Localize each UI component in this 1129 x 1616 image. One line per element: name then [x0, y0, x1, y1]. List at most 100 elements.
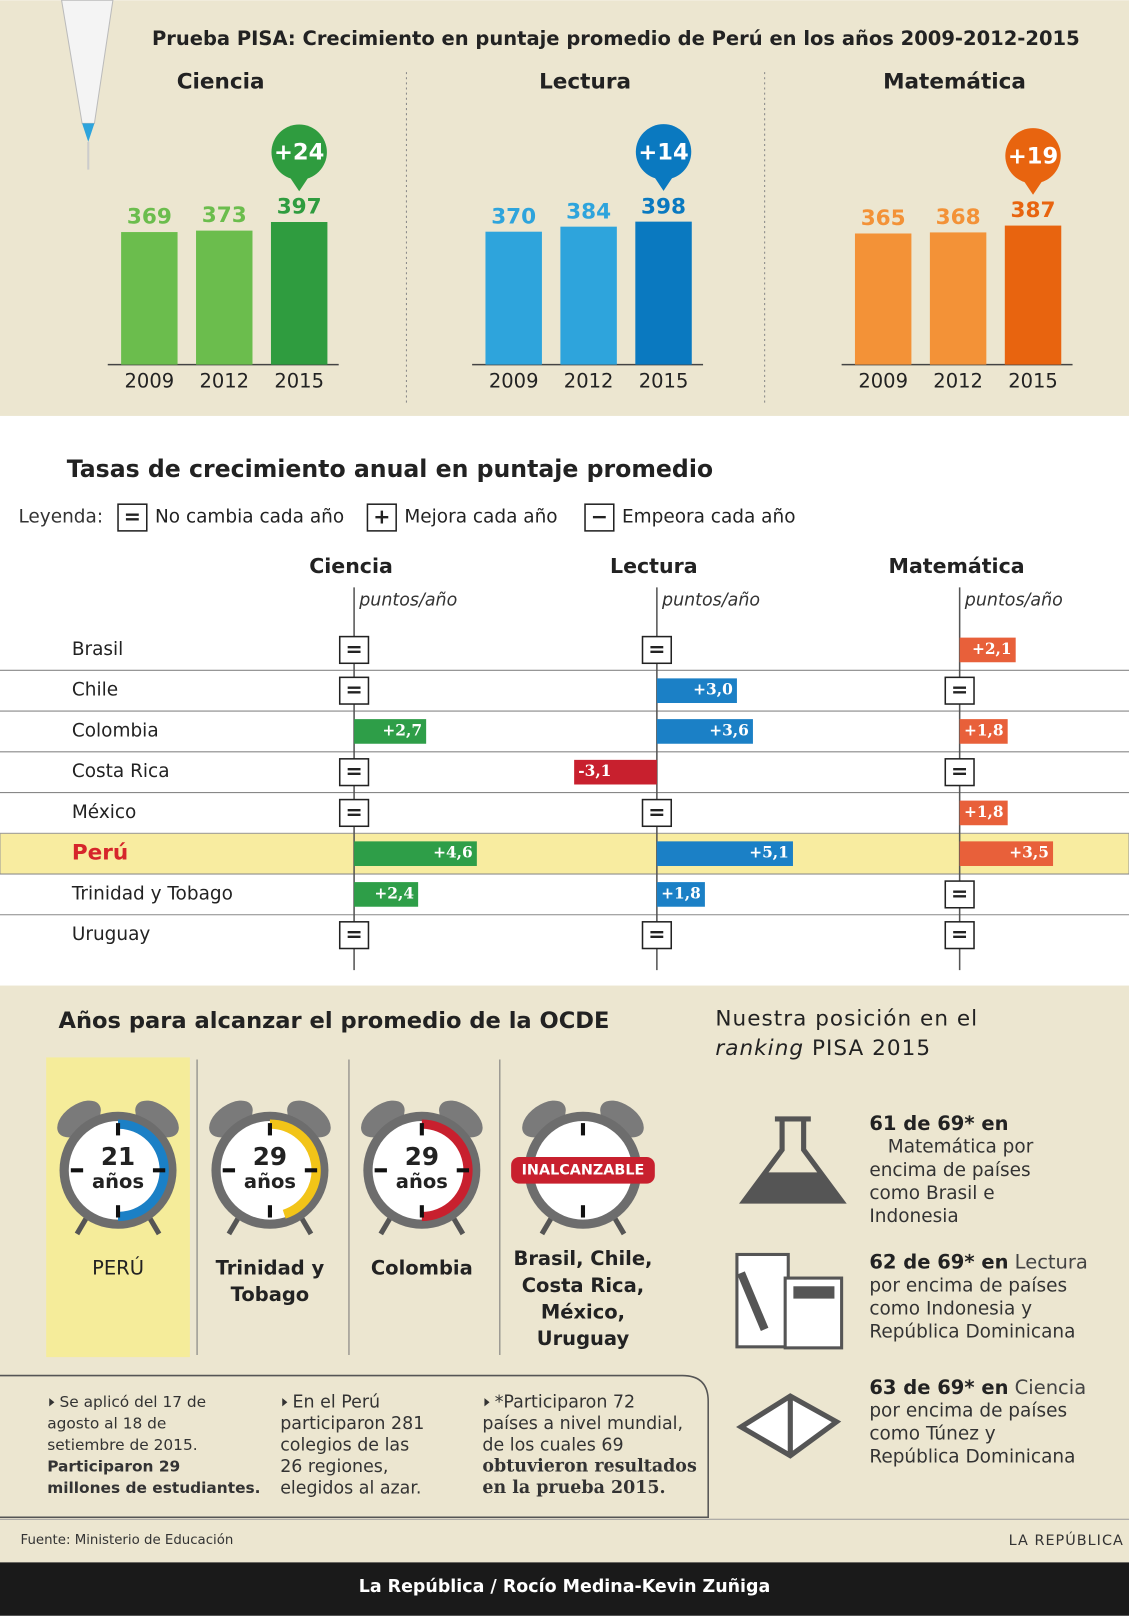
- value-label: 370: [491, 204, 536, 229]
- value-label: 368: [936, 205, 981, 230]
- note-bold: obtuvieron resultados: [482, 1456, 697, 1476]
- legend-symbol: +: [373, 505, 390, 529]
- note-text: participaron 281: [280, 1414, 424, 1434]
- note-text: agosto al 18 de: [47, 1414, 166, 1432]
- clock-unit: años: [92, 1170, 144, 1193]
- no-change-symbol: =: [345, 637, 362, 661]
- value-label: 384: [566, 199, 611, 224]
- note-text: elegidos al azar.: [280, 1478, 421, 1498]
- note-text: En el Perú: [293, 1392, 381, 1412]
- value-label: 365: [861, 206, 906, 231]
- bar: [271, 222, 327, 365]
- rank-text: República Dominicana: [869, 1447, 1075, 1468]
- note-text: setiembre de 2015.: [47, 1436, 197, 1454]
- growth-label: +2,7: [382, 721, 422, 739]
- rank-text: como Brasil e: [869, 1183, 994, 1204]
- ranking-title: ranking PISA 2015: [715, 1036, 931, 1061]
- country-label: Trinidad y Tobago: [71, 883, 233, 904]
- bar: [930, 232, 986, 364]
- clock-label: Tobago: [231, 1283, 310, 1306]
- country-label: Brasil: [72, 639, 123, 660]
- year-label: 2009: [489, 370, 539, 393]
- column-title: Ciencia: [309, 554, 393, 578]
- rank-line: 61 de 69* en: [869, 1112, 1008, 1135]
- credit: La República / Rocío Medina-Kevin Zuñiga: [359, 1577, 771, 1597]
- source: Fuente: Ministerio de Educación: [21, 1532, 234, 1548]
- year-label: 2009: [858, 370, 908, 393]
- no-change-symbol: =: [345, 759, 362, 783]
- subject-title: Matemática: [883, 69, 1026, 94]
- rank-text: encima de países: [869, 1160, 1030, 1181]
- year-label: 2015: [639, 370, 689, 393]
- rank: 63 de 69* en: [869, 1375, 1008, 1398]
- clock-years: 29: [405, 1142, 439, 1171]
- country-label: Chile: [72, 680, 118, 701]
- note-bold: millones de estudiantes.: [47, 1479, 260, 1497]
- rank: 61 de 69* en: [869, 1112, 1008, 1135]
- badge-label: +19: [1008, 143, 1058, 169]
- subject-title: Lectura: [539, 69, 631, 94]
- value-label: 373: [202, 203, 247, 228]
- no-change-symbol: =: [951, 678, 968, 702]
- bar: [635, 222, 691, 365]
- clock-unit: años: [244, 1170, 296, 1193]
- rank-text: como Indonesia y: [869, 1298, 1032, 1319]
- country-label: Costa Rica: [72, 761, 170, 782]
- legend-symbol: −: [591, 505, 608, 529]
- clock-label: Colombia: [371, 1256, 473, 1279]
- note-text: colegios de las: [280, 1435, 409, 1455]
- ranking-rest: PISA 2015: [812, 1036, 931, 1061]
- main-title: Prueba PISA: Crecimiento en puntaje prom…: [152, 27, 1080, 50]
- country-label: Uruguay: [72, 924, 151, 945]
- clock-label: Costa Rica,: [522, 1274, 644, 1297]
- growth-label: +5,1: [749, 844, 789, 862]
- legend-text: Empeora cada año: [622, 507, 796, 528]
- note-text: *Participaron 72: [495, 1392, 635, 1412]
- brand: LA REPÚBLICA: [1009, 1531, 1124, 1549]
- growth-label: +4,6: [433, 844, 473, 862]
- rank-text: por encima de países: [869, 1401, 1067, 1422]
- growth-label: +3,6: [709, 721, 749, 739]
- value-label: 397: [277, 195, 322, 220]
- ranking-italic: ranking: [715, 1036, 804, 1061]
- rank-line: 63 de 69* en Ciencia: [869, 1375, 1086, 1398]
- unit-label: puntos/año: [661, 591, 760, 611]
- legend-symbol: =: [124, 505, 141, 529]
- badge-label: +14: [638, 139, 688, 165]
- no-change-symbol: =: [951, 922, 968, 946]
- unit-label: puntos/año: [964, 591, 1063, 611]
- year-label: 2012: [199, 370, 249, 393]
- clock-label: México,: [541, 1300, 625, 1323]
- rank-text: Matemática por: [888, 1137, 1034, 1158]
- rank-line: 62 de 69* en Lectura: [869, 1250, 1088, 1273]
- growth-label: +1,8: [964, 803, 1004, 821]
- legend-text: No cambia cada año: [155, 507, 344, 528]
- year-label: 2012: [933, 370, 983, 393]
- no-change-symbol: =: [648, 922, 665, 946]
- rank-text: por encima de países: [869, 1275, 1067, 1296]
- clock-label: Brasil, Chile,: [513, 1247, 652, 1270]
- clock-label: Uruguay: [537, 1327, 630, 1350]
- note-text: Se aplicó del 17 de: [60, 1393, 207, 1411]
- rank: 62 de 69* en: [869, 1250, 1008, 1273]
- no-change-symbol: =: [648, 637, 665, 661]
- rank-suffix: Ciencia: [1015, 1375, 1086, 1398]
- bar: [121, 232, 177, 365]
- ranking-title: Nuestra posición en el: [715, 1006, 978, 1031]
- paper-icon: [737, 1254, 788, 1346]
- country-label: México: [72, 802, 137, 823]
- bar: [1005, 226, 1061, 365]
- legend-text: Mejora cada año: [404, 507, 557, 528]
- year-label: 2012: [564, 370, 614, 393]
- badge-label: +24: [274, 140, 324, 166]
- note-text: países a nivel mundial,: [482, 1414, 683, 1434]
- bar: [485, 232, 541, 365]
- note-bold: en la prueba 2015.: [482, 1478, 665, 1498]
- no-change-symbol: =: [345, 922, 362, 946]
- unit-label: puntos/año: [358, 591, 457, 611]
- column-title: Lectura: [610, 554, 698, 578]
- year-label: 2015: [274, 370, 324, 393]
- value-label: 398: [641, 194, 686, 219]
- clock-status: INALCANZABLE: [522, 1162, 645, 1178]
- bar: [560, 227, 616, 365]
